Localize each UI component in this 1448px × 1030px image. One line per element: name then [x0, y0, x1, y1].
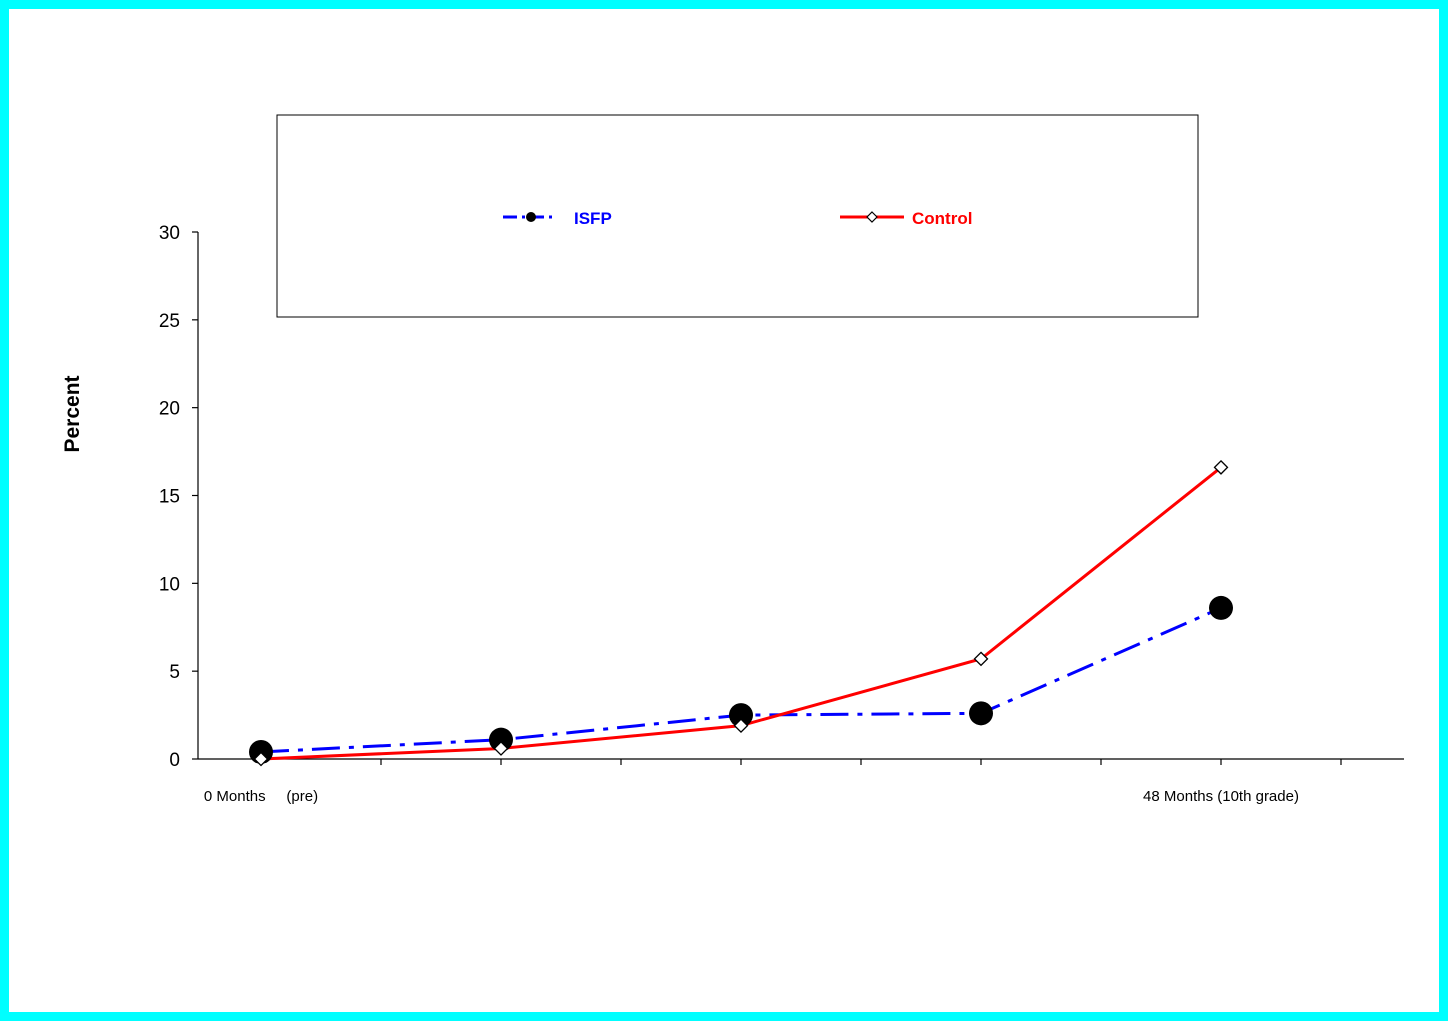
legend-marker-isfp — [526, 212, 536, 222]
y-tick-label-0: 0 — [169, 750, 180, 771]
y-tick-label-10: 10 — [159, 574, 180, 595]
point-isfp-2 — [729, 703, 753, 728]
y-tick-label-25: 25 — [159, 311, 180, 332]
point-control-4 — [1213, 459, 1229, 475]
x-ticks — [260, 759, 1342, 765]
line-chart: 0 5 10 15 20 25 30 0 Months (pre) 48 Months (10… — [61, 114, 1404, 805]
legend-marker-control — [866, 211, 878, 223]
y-axis-title: Percent — [61, 375, 84, 452]
legend-entry-control: Control — [840, 209, 972, 228]
y-tick-label-15: 15 — [159, 487, 180, 508]
x-tick-label-1: 48 Months (10th grade) — [1143, 788, 1299, 805]
point-isfp-1 — [489, 727, 513, 752]
series-layer — [249, 459, 1233, 767]
y-ticks: 0 5 10 15 20 25 30 — [159, 223, 198, 771]
x-tick-label-0: 0 Months (pre) — [204, 788, 318, 805]
point-control-3 — [973, 651, 989, 667]
y-tick-label-30: 30 — [159, 223, 180, 244]
x-tick-labels: 0 Months (pre) 48 Months (10th grade) — [204, 788, 1299, 805]
point-control-2 — [733, 718, 749, 734]
y-tick-label-20: 20 — [159, 399, 180, 420]
legend-label-isfp: ISFP — [574, 209, 612, 228]
point-control-1 — [493, 741, 509, 756]
legend-box — [276, 114, 1199, 318]
point-control-0 — [253, 751, 269, 767]
legend-entry-isfp: ISFP — [503, 209, 612, 228]
legend: ISFP Control — [276, 114, 1199, 318]
point-isfp-4 — [1209, 595, 1233, 620]
legend-label-control: Control — [912, 209, 972, 228]
y-tick-label-5: 5 — [169, 662, 180, 683]
point-isfp-3 — [969, 701, 993, 726]
